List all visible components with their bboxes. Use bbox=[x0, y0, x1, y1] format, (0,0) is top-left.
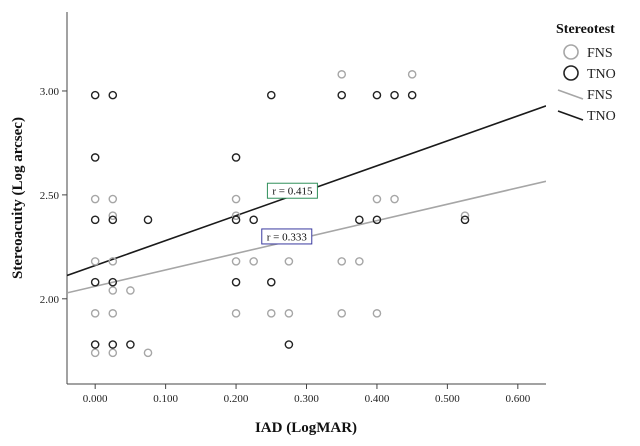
y-tick-label: 3.00 bbox=[40, 86, 60, 98]
point-fns bbox=[90, 309, 100, 318]
r-annotation-label: r = 0.415 bbox=[272, 186, 313, 198]
y-tick-label: 2.50 bbox=[40, 190, 60, 202]
legend-line-fns bbox=[557, 89, 584, 100]
point-fns bbox=[108, 257, 118, 266]
point-tno bbox=[372, 215, 382, 225]
x-tick-label: 0.100 bbox=[153, 393, 178, 405]
legend-label: TNO bbox=[587, 109, 616, 124]
x-tick-label: 0.400 bbox=[365, 393, 390, 405]
point-fns bbox=[108, 286, 118, 295]
point-fns bbox=[143, 348, 153, 358]
x-tick-label: 0.600 bbox=[505, 393, 530, 405]
point-fns bbox=[108, 194, 118, 204]
x-axis-title: IAD (LogMAR) bbox=[255, 420, 357, 436]
point-fns bbox=[126, 286, 135, 295]
r-annotation-box bbox=[261, 228, 313, 245]
point-tno bbox=[108, 277, 118, 287]
point-tno bbox=[355, 215, 364, 225]
point-fns bbox=[249, 257, 258, 266]
point-tno bbox=[460, 215, 470, 225]
point-fns bbox=[355, 257, 364, 266]
point-fns bbox=[231, 257, 241, 266]
point-fns bbox=[390, 194, 399, 204]
point-fns bbox=[284, 309, 294, 318]
r-annotation-label: r = 0.333 bbox=[267, 231, 308, 243]
point-fns bbox=[231, 194, 241, 204]
x-tick-label: 0.000 bbox=[83, 393, 108, 405]
point-fns bbox=[231, 309, 241, 318]
point-fns bbox=[108, 211, 118, 220]
point-fns bbox=[460, 211, 470, 220]
point-tno bbox=[90, 340, 100, 349]
point-tno bbox=[90, 277, 100, 287]
legend-marker-fns bbox=[563, 44, 579, 60]
point-tno bbox=[126, 340, 135, 349]
x-tick-label: 0.500 bbox=[435, 393, 460, 405]
point-tno bbox=[372, 90, 382, 100]
legend: Stereotest FNS TNO FNS TNO bbox=[556, 22, 616, 124]
legend-label: FNS bbox=[587, 46, 613, 61]
point-tno bbox=[231, 277, 241, 287]
point-tno bbox=[90, 153, 100, 162]
point-tno bbox=[266, 277, 276, 287]
point-fns bbox=[231, 211, 241, 220]
point-fns bbox=[108, 348, 118, 358]
point-tno bbox=[407, 90, 417, 100]
point-tno bbox=[143, 215, 153, 225]
point-fns bbox=[108, 309, 118, 318]
point-fns bbox=[337, 309, 347, 318]
point-tno bbox=[90, 90, 100, 100]
legend-label: TNO bbox=[587, 67, 616, 82]
point-tno bbox=[108, 90, 118, 100]
r-annotation-box bbox=[266, 182, 318, 199]
point-fns bbox=[372, 309, 382, 318]
point-tno bbox=[337, 90, 347, 100]
point-fns bbox=[372, 194, 382, 204]
point-fns bbox=[90, 194, 100, 204]
point-tno bbox=[284, 340, 294, 349]
point-tno bbox=[390, 90, 399, 100]
legend-title: Stereotest bbox=[556, 22, 615, 37]
point-tno bbox=[90, 215, 100, 225]
point-tno bbox=[108, 215, 118, 225]
point-fns bbox=[337, 70, 347, 79]
point-fns bbox=[337, 257, 347, 266]
point-tno bbox=[266, 90, 276, 100]
point-fns bbox=[266, 309, 276, 318]
x-tick-label: 0.300 bbox=[294, 393, 319, 405]
point-tno bbox=[231, 153, 241, 162]
point-fns bbox=[90, 348, 100, 358]
legend-marker-tno bbox=[563, 65, 579, 81]
point-fns bbox=[284, 257, 294, 266]
x-tick-label: 0.200 bbox=[224, 393, 249, 405]
point-tno bbox=[108, 340, 118, 349]
legend-line-tno bbox=[557, 110, 584, 121]
point-fns bbox=[407, 70, 417, 79]
y-tick-label: 2.00 bbox=[40, 294, 60, 306]
point-tno bbox=[231, 215, 241, 225]
point-tno bbox=[249, 215, 258, 225]
point-fns bbox=[90, 257, 100, 266]
legend-label: FNS bbox=[587, 88, 613, 103]
y-axis-title: Stereoacuity (Log arcsec) bbox=[10, 117, 26, 279]
